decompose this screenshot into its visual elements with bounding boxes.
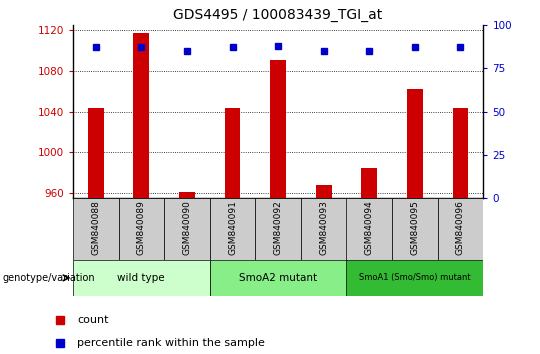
Bar — [407, 89, 423, 198]
Bar — [255, 198, 301, 260]
Text: count: count — [77, 315, 109, 325]
Bar — [210, 260, 347, 296]
Bar — [73, 260, 210, 296]
Title: GDS4495 / 100083439_TGI_at: GDS4495 / 100083439_TGI_at — [173, 8, 383, 22]
Bar — [225, 108, 240, 198]
Text: percentile rank within the sample: percentile rank within the sample — [77, 338, 265, 348]
Text: GSM840092: GSM840092 — [274, 200, 282, 255]
Bar — [301, 198, 347, 260]
Text: GSM840094: GSM840094 — [365, 200, 374, 255]
Text: GSM840090: GSM840090 — [183, 200, 191, 255]
Bar — [453, 108, 469, 198]
Bar — [316, 185, 332, 198]
Bar — [438, 198, 483, 260]
Bar — [361, 168, 377, 198]
Bar — [347, 198, 392, 260]
Text: GSM840095: GSM840095 — [410, 200, 420, 255]
Text: wild type: wild type — [118, 273, 165, 283]
Text: GSM840088: GSM840088 — [91, 200, 100, 255]
Text: GSM840091: GSM840091 — [228, 200, 237, 255]
Bar — [164, 198, 210, 260]
Bar — [210, 198, 255, 260]
Text: SmoA2 mutant: SmoA2 mutant — [239, 273, 317, 283]
Text: GSM840093: GSM840093 — [319, 200, 328, 255]
Bar — [270, 61, 286, 198]
Text: GSM840096: GSM840096 — [456, 200, 465, 255]
Bar — [179, 192, 195, 198]
Text: GSM840089: GSM840089 — [137, 200, 146, 255]
Bar — [392, 198, 438, 260]
Bar — [87, 108, 104, 198]
Bar — [73, 198, 118, 260]
Text: SmoA1 (Smo/Smo) mutant: SmoA1 (Smo/Smo) mutant — [359, 273, 471, 282]
Bar — [347, 260, 483, 296]
Bar — [133, 33, 149, 198]
Text: genotype/variation: genotype/variation — [3, 273, 96, 283]
Bar — [118, 198, 164, 260]
